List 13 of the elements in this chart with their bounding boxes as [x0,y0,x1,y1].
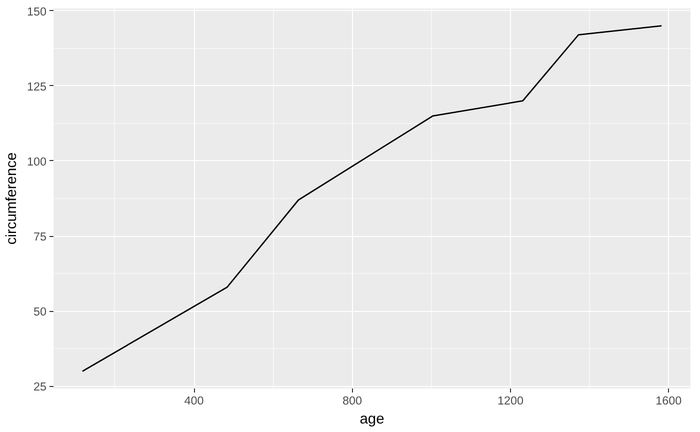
x-axis-title: age [360,412,384,428]
x-tick-label: 400 [184,394,204,408]
y-tick-label: 50 [34,306,47,319]
line-series [82,25,662,372]
x-tick-label: 1600 [656,394,682,408]
y-tick-label: 125 [27,80,47,94]
y-tick-label: 150 [27,5,47,18]
x-tick-label: 800 [342,394,362,408]
y-tick-label: 25 [34,380,47,394]
y-tick-label: 100 [27,155,47,168]
x-tick-label: 1200 [497,394,524,408]
y-axis-title: circumference [4,152,20,245]
y-tick-label: 75 [34,230,47,244]
